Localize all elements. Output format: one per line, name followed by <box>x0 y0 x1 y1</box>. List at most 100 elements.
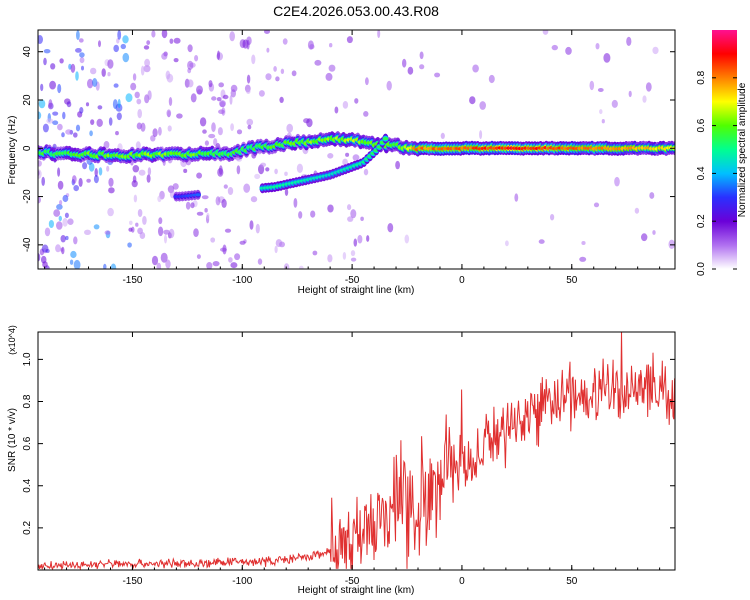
spectrogram-speckle <box>75 48 82 53</box>
spectrogram-speckle <box>402 58 407 68</box>
spectrogram-speckle <box>193 228 199 238</box>
y-tick-label: -20 <box>22 189 33 204</box>
spectrogram-speckle <box>202 129 207 134</box>
spectrogram-speckle <box>134 91 140 99</box>
spectrogram-branch-cell <box>382 137 389 141</box>
spectrogram-speckle <box>479 130 483 140</box>
spectrogram-speckle <box>329 43 333 48</box>
spectrogram-speckle <box>142 215 147 225</box>
spectrogram-speckle <box>165 259 171 269</box>
spectrogram-speckle <box>150 135 156 142</box>
spectrogram-speckle <box>551 44 558 51</box>
spectrogram-speckle <box>78 38 84 43</box>
spectrogram-speckle <box>325 72 333 81</box>
spectrogram-speckle <box>363 168 369 176</box>
spectrogram-speckle <box>89 130 93 137</box>
spectrogram-speckle <box>73 185 79 192</box>
spectrogram-speckle <box>257 258 263 265</box>
spectrogram-speckle <box>129 220 133 225</box>
x-tick-label: -50 <box>345 275 360 286</box>
spectrogram-speckle <box>158 217 163 225</box>
spectrogram-speckle <box>135 222 139 227</box>
spectrogram-speckle <box>157 195 162 203</box>
spectrogram-speckle <box>215 196 221 206</box>
spectrogram-speckle <box>386 80 392 91</box>
spectrogram-speckle <box>137 209 143 217</box>
spectrogram-speckle <box>472 64 479 73</box>
spectrogram-speckle <box>634 207 640 214</box>
spectrogram-speckle <box>86 178 91 183</box>
spectrogram-speckle <box>479 101 487 110</box>
spectrogram-speckle <box>280 68 285 75</box>
spectrogram-speckle <box>113 83 119 88</box>
spectrogram-speckle <box>296 163 303 173</box>
spectrogram-speckle <box>122 52 130 63</box>
spectrogram-speckle <box>218 109 225 114</box>
spectrogram-speckle <box>347 216 354 222</box>
spectrogram-speckle <box>41 176 45 186</box>
spectrogram-speckle <box>565 46 572 55</box>
spectrogram-speckle <box>125 93 133 103</box>
snr-series-line <box>38 332 675 570</box>
spectrogram-speckle <box>57 83 62 94</box>
spectrogram-speckle <box>334 106 339 114</box>
spectrogram-speckle <box>67 218 74 225</box>
spectrogram-speckle <box>94 168 98 177</box>
spectrogram-speckle <box>275 239 283 248</box>
spectrogram-x-label: Height of straight line (km) <box>298 285 415 296</box>
spectrogram-speckle <box>243 183 251 193</box>
colorbar-tick-label: 0.0 <box>696 262 707 276</box>
spectrogram-speckle <box>62 111 66 120</box>
spectrogram-speckle <box>76 30 80 41</box>
spectrogram-speckle <box>135 141 141 150</box>
spectrogram-speckle <box>66 101 72 108</box>
y-tick-label: 0.2 <box>22 520 33 534</box>
spectrogram-speckle <box>579 256 587 262</box>
spectrogram-speckle <box>103 263 107 269</box>
spectrogram-speckle <box>98 40 101 48</box>
snr-y-label: SNR (10 * v/v) <box>7 408 18 472</box>
spectrogram-speckle <box>73 132 78 138</box>
spectrogram-branch-cell <box>194 193 201 197</box>
spectrogram-speckle <box>132 165 140 173</box>
spectrogram-speckle <box>363 111 369 117</box>
spectrogram-speckle <box>234 253 241 261</box>
spectrogram-speckle <box>221 198 227 208</box>
spectrogram-speckle <box>62 194 69 203</box>
spectrogram-speckle <box>201 195 209 200</box>
spectrogram-speckle <box>255 223 260 234</box>
spectrogram-speckle <box>645 82 652 92</box>
spectrogram-speckle <box>626 36 632 47</box>
spectrogram-speckle <box>328 64 336 72</box>
spectrogram-speckle <box>101 68 106 77</box>
spectrogram-speckle <box>79 57 85 64</box>
spectrogram-speckle <box>158 126 162 136</box>
spectrogram-speckle <box>122 35 129 44</box>
spectrogram-speckle <box>246 118 254 126</box>
y-tick-label: 0.8 <box>22 394 33 408</box>
spectrogram-speckle <box>206 262 213 269</box>
y-tick-label: 0 <box>22 145 33 151</box>
spectrogram-speckle <box>38 111 42 120</box>
spectrogram-speckle <box>601 119 605 124</box>
spectrogram-speckle <box>279 96 284 103</box>
spectrogram-speckle <box>366 235 370 242</box>
spectrogram-speckle <box>668 239 675 249</box>
spectrogram-speckle <box>38 99 46 109</box>
spectrogram-speckle <box>146 40 151 45</box>
spectrogram-speckle <box>96 118 103 127</box>
spectrogram-speckle <box>224 228 232 233</box>
spectrogram-speckle <box>52 111 59 116</box>
spectrogram-speckle <box>628 90 632 98</box>
spectrogram-speckle <box>133 194 138 203</box>
snr-x-label: Height of straight line (km) <box>298 585 415 596</box>
spectrogram-speckle <box>597 88 604 92</box>
spectrogram-x-ticks: -150 -100 -50 0 50 <box>44 30 661 286</box>
spectrogram-speckle <box>593 202 600 208</box>
spectrogram-speckle <box>652 230 656 235</box>
spectrogram-speckle <box>173 58 179 63</box>
spectrogram-speckle <box>222 94 229 100</box>
spectrogram-speckle <box>107 207 114 217</box>
spectrogram-speckle <box>581 241 586 245</box>
spectrogram-speckle <box>266 47 270 53</box>
